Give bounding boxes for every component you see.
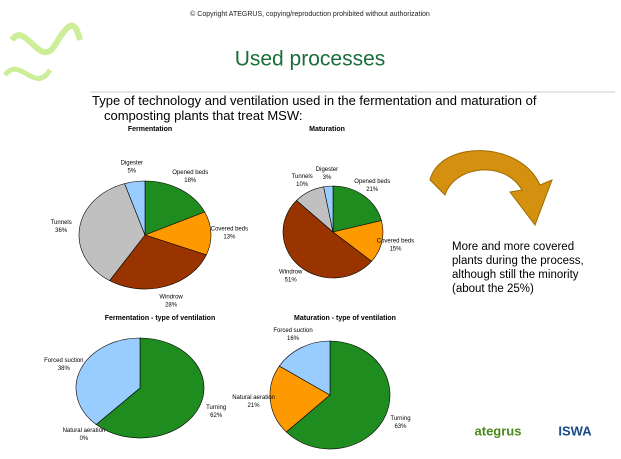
- slice-label: Covered beds: [211, 226, 248, 232]
- slice-value: 18%: [184, 178, 197, 184]
- slice-value: 63%: [394, 424, 407, 430]
- slice-label: Covered beds: [377, 238, 414, 244]
- arrow: [429, 150, 553, 227]
- pie-slice: [109, 234, 207, 290]
- chart-title: Fermentation: [128, 126, 172, 133]
- slice-label: Forced suction: [273, 328, 312, 334]
- slice-label: Natural aeration: [232, 395, 275, 401]
- chart-title: Maturation: [309, 126, 345, 133]
- slice-value: 62%: [210, 413, 223, 419]
- slice-value: 16%: [287, 336, 300, 342]
- pie-slice: [278, 340, 331, 396]
- slice-value: 51%: [285, 278, 298, 284]
- decoration: [3, 66, 53, 81]
- slice-label: Turning: [390, 416, 410, 422]
- intro-text: Type of technology and ventilation used …: [92, 93, 537, 123]
- pie-slice: [78, 183, 146, 281]
- pie-slice: [285, 340, 391, 450]
- copyright: © Copyright ATEGRUS, copying/reproductio…: [190, 10, 430, 18]
- pie-slice: [75, 337, 141, 425]
- slice-label: Natural aeration: [63, 428, 106, 434]
- pie-slice: [95, 337, 205, 439]
- decoration: [9, 22, 83, 56]
- slice-label: Opened beds: [354, 179, 390, 185]
- slice-label: Windrow: [159, 294, 183, 300]
- slice-label: Digester: [121, 160, 143, 166]
- chart-title: Maturation - type of ventilation: [294, 315, 396, 322]
- slice-value: 28%: [165, 302, 178, 308]
- note-text: More and more covered plants during the …: [452, 241, 584, 295]
- slice-label: Turning: [206, 405, 226, 411]
- slice-value: 38%: [58, 366, 71, 372]
- slice-value: 5%: [127, 168, 136, 174]
- logo: ategrus: [475, 423, 522, 438]
- slice-value: 10%: [296, 182, 309, 188]
- logo-box: [478, 420, 520, 442]
- slice-value: 3%: [323, 175, 332, 181]
- slice-label: Tunnels: [51, 220, 72, 226]
- chart-title: Fermentation - type of ventilation: [105, 315, 215, 322]
- slice-value: 13%: [223, 234, 236, 240]
- slice-label: Digester: [316, 167, 338, 173]
- slice-value: 0%: [80, 436, 89, 442]
- slice-value: 36%: [55, 228, 68, 234]
- logo: ISWA: [558, 423, 592, 438]
- slice-value: 21%: [366, 187, 379, 193]
- pie-slice: [144, 180, 206, 236]
- pie-slice: [323, 185, 334, 233]
- slice-label: Windrow: [279, 270, 303, 276]
- pie-slice: [332, 185, 382, 233]
- slice-label: Opened beds: [172, 170, 208, 176]
- slide-title: Used processes: [235, 48, 386, 71]
- slice-value: 15%: [389, 246, 402, 252]
- slice-value: 21%: [248, 403, 261, 409]
- pie-slice: [269, 365, 331, 433]
- slice-label: Forced suction: [44, 358, 83, 364]
- pie-slice: [282, 200, 372, 279]
- slice-label: Tunnels: [292, 174, 313, 180]
- pie-slice: [124, 180, 146, 236]
